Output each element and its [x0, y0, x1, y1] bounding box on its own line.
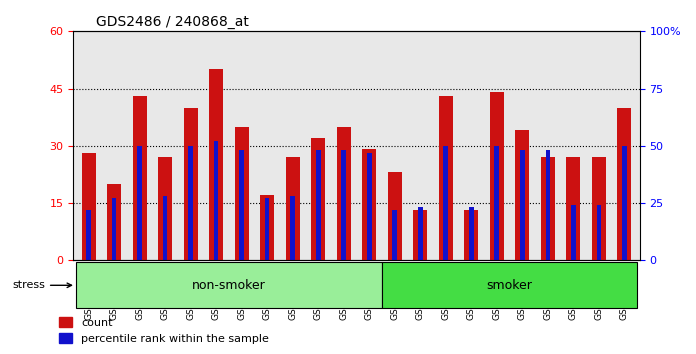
Bar [367, 153, 372, 260]
Bar [81, 153, 95, 260]
Bar [413, 210, 427, 260]
Bar [490, 92, 504, 260]
Bar [438, 96, 453, 260]
Bar [107, 184, 121, 260]
Bar [260, 195, 274, 260]
Bar [337, 127, 351, 260]
Bar [184, 108, 198, 260]
Bar [209, 69, 223, 260]
Bar [239, 150, 244, 260]
Bar [137, 145, 142, 260]
Bar [388, 172, 402, 260]
Bar [567, 157, 580, 260]
Text: GDS2486 / 240868_at: GDS2486 / 240868_at [96, 15, 249, 29]
Bar [133, 96, 147, 260]
Bar [86, 210, 91, 260]
Bar [265, 198, 269, 260]
Bar [163, 196, 168, 260]
Bar [520, 150, 525, 260]
Bar [515, 130, 530, 260]
Bar [546, 150, 550, 260]
Bar [617, 108, 631, 260]
Bar [342, 150, 346, 260]
Bar [362, 149, 377, 260]
Text: smoker: smoker [487, 279, 532, 292]
Bar [443, 145, 448, 260]
Bar [592, 157, 606, 260]
Bar [418, 207, 422, 260]
Bar [571, 205, 576, 260]
Bar [290, 196, 295, 260]
Bar [541, 157, 555, 260]
FancyBboxPatch shape [76, 262, 382, 308]
Bar [311, 138, 325, 260]
Bar [285, 157, 300, 260]
Bar [112, 198, 116, 260]
Bar [464, 210, 478, 260]
Bar [469, 207, 473, 260]
Bar [393, 210, 397, 260]
Bar [316, 150, 321, 260]
Text: stress: stress [12, 280, 72, 290]
Bar [622, 145, 626, 260]
FancyBboxPatch shape [382, 262, 637, 308]
Bar [494, 145, 499, 260]
Bar [235, 127, 248, 260]
Bar [158, 157, 172, 260]
Bar [189, 145, 193, 260]
Text: non-smoker: non-smoker [192, 279, 266, 292]
Bar [596, 205, 601, 260]
Bar [214, 141, 219, 260]
Legend: count, percentile rank within the sample: count, percentile rank within the sample [54, 313, 274, 348]
